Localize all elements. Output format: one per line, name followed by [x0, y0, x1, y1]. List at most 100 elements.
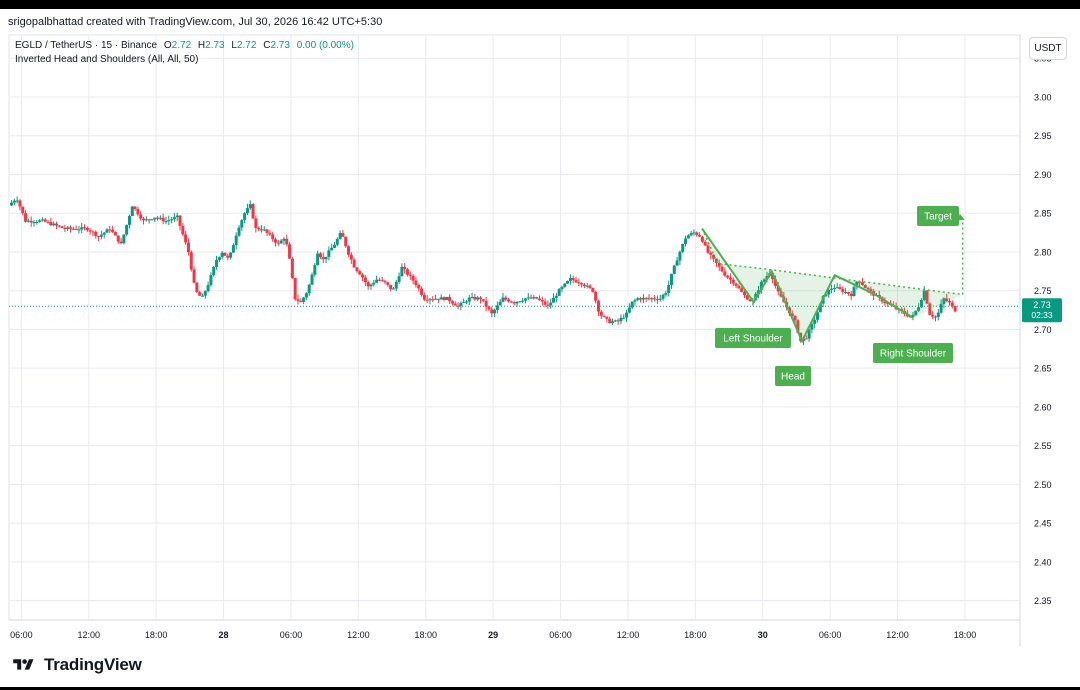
- candle-body: [914, 310, 918, 315]
- candle-body: [557, 289, 561, 296]
- candle-body: [698, 235, 702, 237]
- candle-body: [537, 298, 541, 300]
- candle-body: [324, 256, 328, 260]
- candle-body: [302, 297, 306, 302]
- candle-body: [316, 253, 320, 266]
- candle-body: [639, 298, 643, 300]
- candle-body: [57, 225, 61, 227]
- candle-body: [380, 280, 384, 282]
- candle-body: [94, 231, 98, 237]
- x-tick-label: 18:00: [684, 630, 707, 640]
- candle-body: [577, 282, 581, 284]
- candle-body: [852, 286, 856, 297]
- candle-body: [358, 271, 362, 275]
- candle-body: [507, 299, 511, 302]
- candle-body: [299, 300, 303, 302]
- candle-body: [125, 224, 129, 235]
- candle-body: [790, 313, 794, 317]
- candle-body: [29, 220, 33, 223]
- y-tick-label: 2.40: [1034, 557, 1052, 567]
- candle-body: [661, 294, 665, 299]
- candle-body: [911, 314, 915, 317]
- candle-body: [119, 241, 123, 244]
- candle-body: [737, 285, 741, 289]
- x-tick-label: 06:00: [819, 630, 842, 640]
- candle-body: [886, 303, 890, 305]
- candle-body: [400, 266, 404, 277]
- candle-body: [285, 238, 289, 245]
- candle-body: [813, 319, 817, 324]
- candle-body: [678, 251, 682, 261]
- currency-button[interactable]: USDT: [1029, 37, 1067, 60]
- candle-body: [653, 298, 657, 300]
- y-tick-label: 2.45: [1034, 519, 1052, 529]
- candle-body: [175, 215, 179, 218]
- candle-body: [855, 281, 859, 287]
- legend-close: 2.73: [270, 40, 290, 51]
- tradingview-logo[interactable]: TradingView: [9, 654, 142, 676]
- candle-body: [372, 282, 376, 285]
- x-tick-label: 18:00: [954, 630, 977, 640]
- candle-body: [818, 303, 822, 313]
- y-tick-label: 2.55: [1034, 441, 1052, 451]
- legend-indicator[interactable]: Inverted Head and Shoulders (All, All, 5…: [15, 54, 199, 65]
- candle-body: [919, 299, 923, 308]
- candle-body: [111, 229, 115, 233]
- candle-body: [495, 305, 499, 310]
- candle-body: [566, 281, 570, 284]
- candle-body: [591, 287, 595, 292]
- candle-body: [217, 257, 221, 260]
- target-label[interactable]: Target: [917, 206, 959, 226]
- candle-body: [796, 320, 800, 333]
- candle-body: [568, 278, 572, 282]
- candle-body: [846, 291, 850, 294]
- candle-body: [136, 208, 140, 215]
- candle-body: [310, 274, 314, 285]
- left-shoulder-label[interactable]: Left Shoulder: [715, 328, 791, 348]
- candle-body: [762, 279, 766, 282]
- pattern-zigzag: [701, 228, 914, 344]
- head-label[interactable]: Head: [775, 366, 811, 386]
- legend-symbol[interactable]: EGLD / TetherUS · 15 · Binance: [15, 40, 158, 51]
- candle-body: [52, 223, 56, 226]
- candle-body: [156, 217, 160, 219]
- candle-body: [21, 206, 25, 214]
- candle-body: [723, 271, 727, 276]
- chart-canvas[interactable]: 3.053.002.952.902.852.802.752.702.652.60…: [0, 9, 1080, 687]
- candle-body: [245, 208, 249, 214]
- candle-body: [268, 232, 272, 235]
- candle-body: [10, 202, 14, 206]
- candle-body: [771, 273, 775, 280]
- candle-body: [830, 288, 834, 290]
- candle-body: [234, 235, 238, 246]
- candle-body: [139, 214, 143, 219]
- candle-body: [807, 329, 811, 339]
- candle-body: [712, 254, 716, 259]
- candle-body: [692, 232, 696, 234]
- candle-body: [406, 269, 410, 275]
- pattern-fill: [702, 228, 963, 342]
- candle-body: [15, 200, 19, 202]
- candle-body: [560, 286, 564, 290]
- candle-body: [675, 260, 679, 266]
- candle-body: [953, 306, 957, 312]
- right-shoulder-label[interactable]: Right Shoulder: [873, 343, 953, 363]
- y-tick-label: 2.85: [1034, 209, 1052, 219]
- candle-body: [77, 229, 81, 231]
- candle-body: [116, 235, 120, 242]
- x-tick-label: 12:00: [886, 630, 909, 640]
- candle-body: [602, 315, 606, 317]
- candle-body: [347, 246, 351, 255]
- candle-body: [681, 243, 685, 252]
- candle-body: [254, 218, 258, 229]
- candle-body: [625, 312, 629, 318]
- candle-body: [257, 228, 261, 230]
- candle-body: [636, 298, 640, 301]
- candle-body: [936, 312, 940, 318]
- target-arrow: [957, 213, 965, 221]
- legend-high-label: H: [197, 40, 206, 51]
- legend-open-label: O: [163, 40, 172, 51]
- candle-body: [206, 285, 210, 292]
- candle-body: [594, 291, 598, 301]
